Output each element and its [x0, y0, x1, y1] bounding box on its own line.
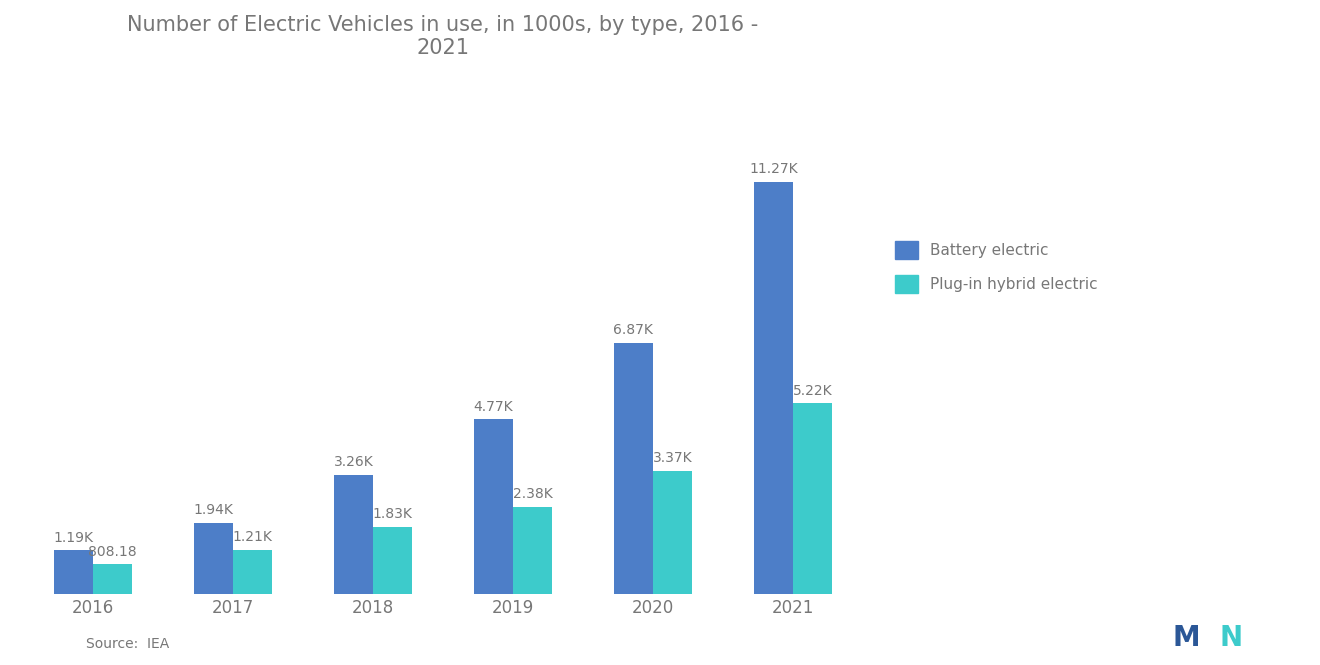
Text: 6.87K: 6.87K	[614, 323, 653, 337]
Text: 4.77K: 4.77K	[474, 400, 513, 414]
Text: 1.94K: 1.94K	[194, 503, 234, 517]
Text: Source:  IEA: Source: IEA	[86, 637, 169, 652]
Text: 11.27K: 11.27K	[748, 162, 797, 176]
Text: M: M	[1172, 624, 1200, 652]
Text: 3.37K: 3.37K	[653, 451, 693, 465]
Bar	[54, 551, 94, 594]
Text: 1.19K: 1.19K	[54, 531, 94, 545]
Bar	[614, 342, 653, 594]
Text: 1.21K: 1.21K	[232, 530, 273, 544]
Bar	[234, 550, 272, 594]
Bar	[374, 527, 412, 594]
Text: 3.26K: 3.26K	[334, 456, 374, 469]
Text: 808.18: 808.18	[88, 545, 137, 559]
Bar	[194, 523, 234, 594]
Title: Number of Electric Vehicles in use, in 1000s, by type, 2016 -
2021: Number of Electric Vehicles in use, in 1…	[128, 15, 759, 59]
Bar	[754, 182, 793, 594]
Bar	[793, 403, 832, 594]
Bar	[474, 420, 513, 594]
Text: 2.38K: 2.38K	[512, 487, 553, 501]
Text: 5.22K: 5.22K	[793, 384, 833, 398]
Bar	[653, 471, 692, 594]
Text: N: N	[1220, 624, 1243, 652]
Bar	[513, 507, 552, 594]
Bar	[94, 565, 132, 594]
Text: 1.83K: 1.83K	[372, 507, 413, 521]
Bar	[334, 475, 374, 594]
Legend: Battery electric, Plug-in hybrid electric: Battery electric, Plug-in hybrid electri…	[887, 233, 1105, 301]
